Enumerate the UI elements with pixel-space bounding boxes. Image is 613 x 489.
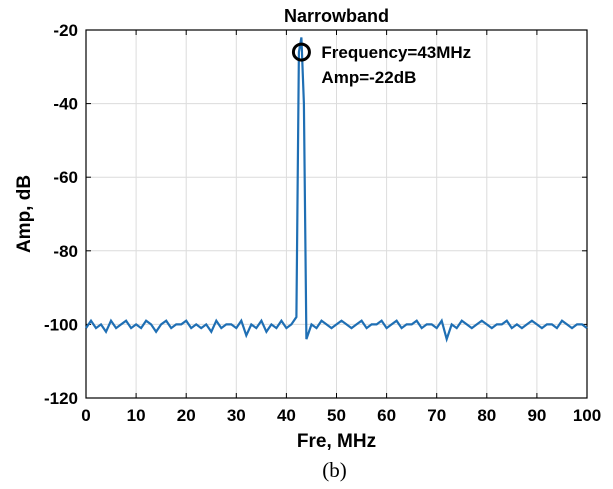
x-tick-label: 40 [277, 406, 296, 425]
annotation-amplitude: Amp=-22dB [321, 68, 416, 87]
x-tick-label: 30 [227, 406, 246, 425]
x-axis-label: Fre, MHz [297, 431, 376, 452]
y-tick-label: -120 [44, 389, 78, 408]
x-tick-label: 70 [427, 406, 446, 425]
x-tick-label: 50 [327, 406, 346, 425]
x-tick-label: 80 [477, 406, 496, 425]
peak-marker [291, 42, 311, 62]
chart-title: Narrowband [284, 6, 389, 26]
y-axis-label: Amp, dB [14, 175, 35, 253]
x-tick-label: 100 [573, 406, 601, 425]
x-tick-label: 20 [177, 406, 196, 425]
y-tick-label: -100 [44, 315, 78, 334]
axis-ticks: 0 10 20 30 40 50 60 70 80 90 100 -20 -40 -60 -80 -100 -1… [44, 21, 601, 425]
y-tick-label: -20 [53, 21, 78, 40]
y-tick-label: -40 [53, 95, 78, 114]
x-tick-label: 0 [81, 406, 90, 425]
x-tick-label: 60 [377, 406, 396, 425]
y-tick-label: -60 [53, 168, 78, 187]
annotation-frequency: Frequency=43MHz [321, 43, 471, 62]
y-tick-label: -80 [53, 242, 78, 261]
figure-caption: (b) [322, 458, 347, 482]
series-line [85, 37, 588, 343]
x-tick-label: 90 [527, 406, 546, 425]
x-tick-label: 10 [127, 406, 146, 425]
